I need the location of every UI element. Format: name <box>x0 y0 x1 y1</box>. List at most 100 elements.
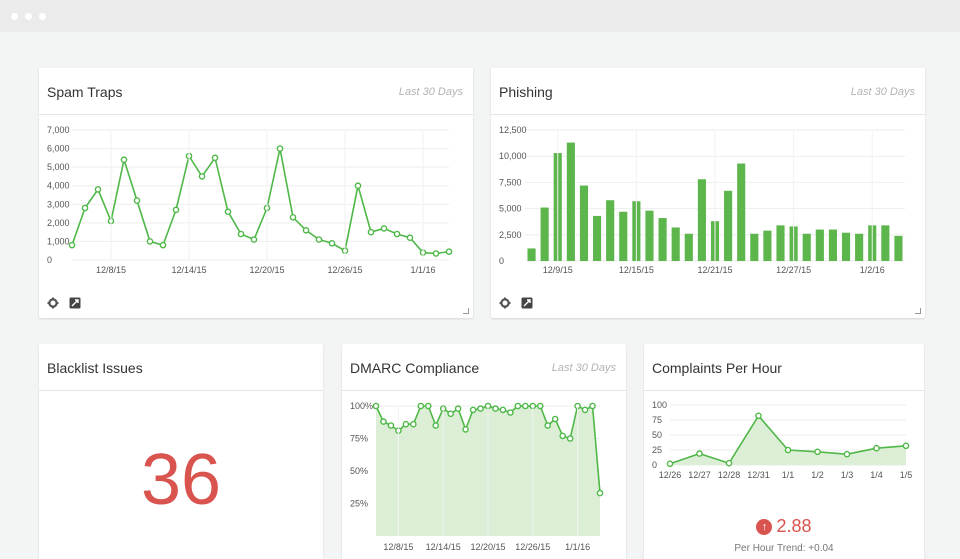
data-point <box>784 446 792 454</box>
expand-icon[interactable] <box>521 296 533 309</box>
window-dot-2[interactable] <box>25 13 32 20</box>
expand-icon[interactable] <box>69 296 81 309</box>
data-point <box>566 435 574 442</box>
x-tick-label: 12/27/15 <box>776 265 811 275</box>
panel-title: Spam Traps <box>47 84 123 100</box>
data-point <box>551 415 559 423</box>
y-tick-label: 2,500 <box>499 230 522 240</box>
data-point <box>289 213 297 221</box>
x-tick-label: 1/1 <box>782 470 795 480</box>
data-point <box>477 405 484 412</box>
y-tick-label: 25 <box>652 445 662 455</box>
blacklist-issues-panel: Blacklist Issues 36 <box>39 344 323 559</box>
data-point <box>589 402 596 410</box>
data-point <box>402 420 410 428</box>
bar <box>881 225 890 261</box>
divider <box>39 390 323 391</box>
data-point <box>387 422 395 429</box>
x-tick-label: 1/2/16 <box>860 265 885 275</box>
resize-handle[interactable] <box>915 308 921 314</box>
bar <box>619 211 628 261</box>
y-tick-label: 7,500 <box>499 177 522 187</box>
data-point <box>372 402 380 410</box>
data-point <box>447 410 454 418</box>
panel-title: Complaints Per Hour <box>652 360 782 376</box>
y-tick-label: 10,000 <box>499 151 527 161</box>
data-point <box>380 418 387 425</box>
x-tick-label: 1/4 <box>870 470 883 480</box>
data-point <box>755 412 762 420</box>
y-tick-label: 100 <box>652 400 667 410</box>
data-point <box>133 197 141 204</box>
data-point <box>94 186 102 193</box>
bar <box>527 248 536 261</box>
bar <box>750 233 759 261</box>
data-point <box>536 402 544 410</box>
x-tick-label: 12/9/15 <box>543 265 573 275</box>
blacklist-count: 36 <box>140 440 222 520</box>
data-point <box>393 230 401 238</box>
x-tick-label: 12/28 <box>718 470 741 480</box>
data-point <box>237 230 245 238</box>
panel-subtitle: Last 30 Days <box>398 86 463 98</box>
bar <box>593 215 602 261</box>
bar <box>776 225 785 261</box>
data-point <box>315 236 323 243</box>
data-point <box>406 234 414 242</box>
panel-title: DMARC Compliance <box>350 360 480 376</box>
bar <box>894 235 903 261</box>
dmarc-chart: 100% 75% 50% 25% 12/8/15 12/14/15 12/20/15 12/2… <box>350 401 604 552</box>
bar <box>566 142 575 261</box>
data-point <box>328 239 336 247</box>
window-titlebar <box>0 0 960 32</box>
data-point <box>417 402 425 410</box>
y-tick-label: 50% <box>350 466 368 476</box>
data-point <box>544 422 552 429</box>
bar <box>606 200 615 261</box>
window-dot-3[interactable] <box>39 13 46 20</box>
dmarc-compliance-panel: DMARC Compliance Last 30 Days 100% 75% 50%… <box>342 344 626 559</box>
data-point <box>172 206 180 214</box>
data-point <box>354 182 362 190</box>
y-tick-label: 1,000 <box>47 236 70 246</box>
y-tick-label: 5,000 <box>47 162 70 172</box>
data-point <box>522 402 529 410</box>
y-tick-label: 12,500 <box>499 125 527 135</box>
data-point <box>469 406 477 414</box>
bar <box>671 227 680 261</box>
data-point <box>507 409 514 416</box>
panel-title: Phishing <box>499 84 553 100</box>
x-tick-label: 1/2 <box>811 470 824 480</box>
data-point <box>462 426 469 433</box>
bar <box>579 185 589 261</box>
gear-icon[interactable] <box>499 296 511 309</box>
gear-icon[interactable] <box>47 296 59 309</box>
y-tick-label: 75% <box>350 434 368 444</box>
series-line <box>71 148 450 255</box>
y-tick-label: 7,000 <box>47 125 70 135</box>
data-point <box>424 402 432 410</box>
x-tick-label: 12/26/15 <box>515 542 550 552</box>
x-tick-label: 1/3 <box>841 470 854 480</box>
data-point <box>380 225 388 232</box>
y-tick-label: 0 <box>652 460 657 470</box>
x-tick-label: 12/27 <box>688 470 711 480</box>
resize-handle[interactable] <box>463 308 469 314</box>
complaints-value: ↑ 2.88 <box>644 516 924 537</box>
x-tick-label: 1/1/16 <box>410 265 435 275</box>
y-tick-label: 50 <box>652 430 662 440</box>
window-dot-1[interactable] <box>11 13 18 20</box>
data-point <box>367 228 375 236</box>
data-point <box>146 238 154 245</box>
x-tick-label: 12/8/15 <box>383 542 413 552</box>
data-point <box>211 154 219 162</box>
bar <box>658 218 667 261</box>
panel-subtitle: Last 30 Days <box>551 362 616 374</box>
data-point <box>514 402 522 410</box>
area-fill <box>670 415 906 465</box>
y-tick-label: 3,000 <box>47 199 70 209</box>
y-tick-label: 2,000 <box>47 218 70 228</box>
data-point <box>843 450 851 458</box>
x-tick-label: 12/8/15 <box>96 265 126 275</box>
data-point <box>224 208 232 216</box>
